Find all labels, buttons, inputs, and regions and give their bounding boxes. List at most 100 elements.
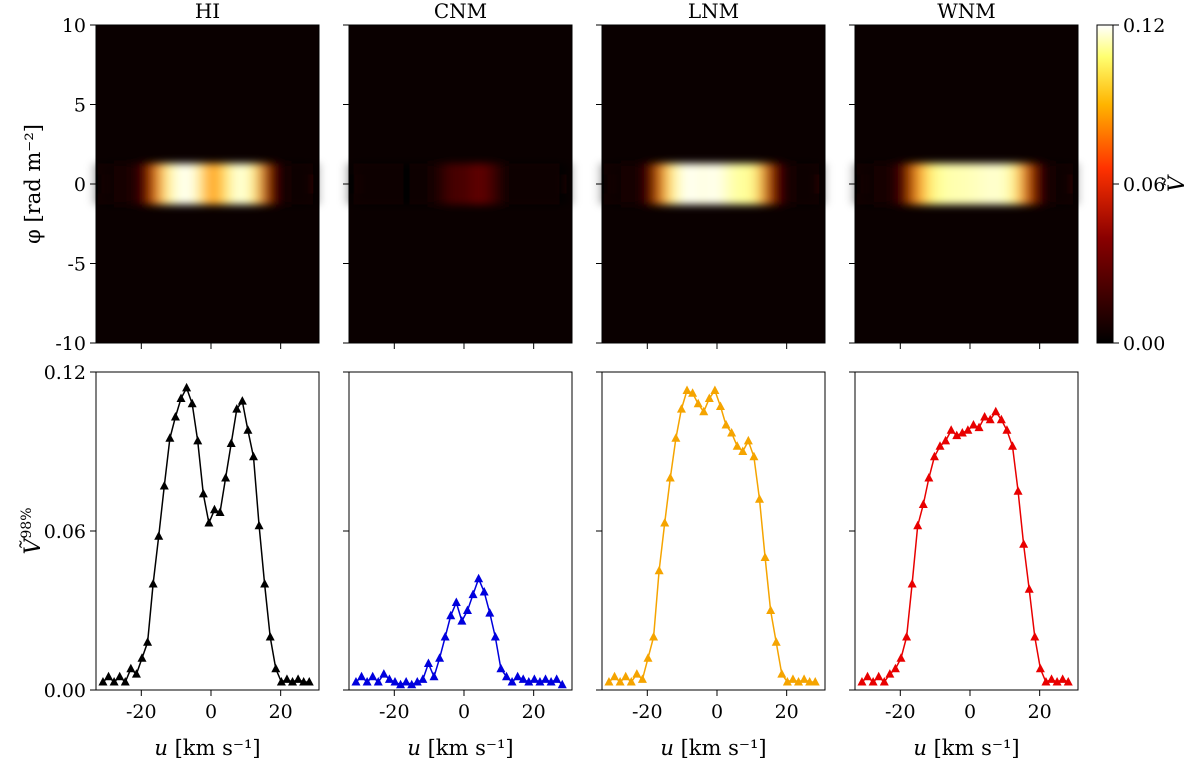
data-point	[1063, 677, 1073, 686]
data-point	[198, 488, 208, 498]
heatmap-cell	[639, 163, 646, 205]
panel-lnm: LNM -20 0 20 u [km s⁻¹]	[596, 0, 826, 760]
heatmap-cell	[795, 163, 802, 205]
line-xtick-label: 0	[205, 701, 217, 723]
colorbar-label: Ṽ	[1162, 174, 1190, 192]
colorbar-gradient	[1096, 24, 1114, 344]
heatmap-cell	[717, 163, 724, 205]
data-point	[946, 425, 956, 434]
series-line-lnm	[608, 388, 816, 684]
heatmap-cell	[447, 163, 455, 205]
data-point	[918, 499, 928, 508]
data-point	[654, 565, 664, 575]
heatmap-cell	[492, 163, 499, 205]
data-point	[524, 677, 534, 686]
heatmap-cell	[464, 163, 471, 205]
heatmap-cell	[914, 163, 922, 205]
data-point	[879, 677, 889, 686]
data-point	[924, 473, 934, 482]
heatmap-cell	[1054, 163, 1061, 205]
heatmap-cell	[773, 163, 780, 205]
data-point	[271, 663, 281, 673]
heatmap-cell	[526, 163, 533, 205]
heatmap-cell	[420, 163, 427, 205]
data-point	[688, 388, 698, 397]
heatmap-cell	[548, 163, 555, 205]
data-point	[265, 632, 275, 641]
data-point	[541, 674, 551, 683]
data-point	[788, 674, 798, 683]
data-point	[743, 435, 753, 445]
heatmap-cell	[650, 163, 657, 205]
heatmap-cell	[414, 163, 421, 205]
heatmap-cell	[1026, 163, 1033, 205]
panel-hi: 10 5 0 -5 -10 HI 0.00 0.06 0.12 -20 0 20 u [km s⁻¹]	[44, 0, 320, 760]
heatmap-cell	[436, 163, 443, 205]
heatmap-cell	[1065, 163, 1072, 205]
heatmap-cell	[667, 163, 674, 205]
data-point	[131, 669, 141, 678]
data-point	[929, 451, 939, 461]
heatmap-cell	[284, 163, 291, 205]
data-point	[738, 446, 748, 455]
heatmap-cell	[155, 163, 163, 205]
heatmap-cell	[926, 163, 933, 205]
heatmap-cell	[959, 163, 966, 205]
line-xtick-label: 20	[775, 701, 799, 723]
data-point	[154, 531, 164, 540]
heatmap-cell	[987, 163, 994, 205]
data-point	[379, 669, 389, 678]
data-point	[552, 674, 562, 683]
heatmap-cell	[1004, 163, 1011, 205]
heatmap-cell	[673, 163, 680, 205]
data-point	[143, 637, 153, 646]
data-point	[496, 663, 506, 673]
data-point	[857, 677, 867, 686]
data-point	[373, 677, 383, 686]
data-point	[390, 677, 400, 686]
data-point	[485, 608, 495, 617]
heatmap-cell	[953, 163, 961, 205]
data-point	[304, 677, 314, 686]
data-point	[1013, 486, 1023, 495]
heatmap-band	[100, 163, 313, 205]
heatmap-cell	[267, 163, 274, 205]
heatmap-cell	[892, 163, 899, 205]
data-point	[232, 404, 242, 413]
heatmap-cell	[397, 163, 404, 205]
data-point	[935, 441, 945, 450]
heatmap-cell	[100, 163, 107, 205]
line-xtick-label: -20	[379, 701, 410, 723]
data-point	[148, 579, 158, 588]
data-point	[632, 669, 642, 678]
data-point	[732, 441, 742, 450]
line-ylabel: Ṽ98%	[18, 507, 46, 554]
heatmap-cell	[784, 163, 791, 205]
heatmap-cell	[425, 163, 432, 205]
data-point	[288, 677, 298, 686]
panel-wnm: WNM -20 0 20 u [km s⁻¹]	[849, 0, 1079, 760]
heatmap-noise-cell	[313, 174, 320, 194]
panel-cnm: CNM -20 0 20 u [km s⁻¹]	[343, 0, 573, 760]
line-xtick-label: -20	[885, 701, 916, 723]
heatmap-cell	[442, 163, 449, 205]
data-point	[126, 663, 136, 673]
data-point	[996, 414, 1006, 424]
heatmap-cell	[909, 163, 916, 205]
data-point	[535, 677, 545, 686]
heatmap-cell	[606, 163, 613, 205]
heatmap-cell	[920, 163, 927, 205]
data-point	[237, 396, 247, 405]
heatmap-cell	[790, 163, 797, 205]
data-point	[362, 677, 372, 686]
heatmap-cell	[144, 163, 151, 205]
data-point	[513, 671, 523, 681]
data-point	[715, 401, 725, 410]
heatmap-cell	[875, 163, 882, 205]
data-point	[874, 671, 884, 681]
data-point	[165, 433, 175, 442]
line-xlabel: u [km s⁻¹]	[154, 736, 260, 760]
heatmap-cell	[992, 163, 1000, 205]
heatmap-cell	[139, 163, 146, 205]
data-point	[507, 677, 517, 686]
